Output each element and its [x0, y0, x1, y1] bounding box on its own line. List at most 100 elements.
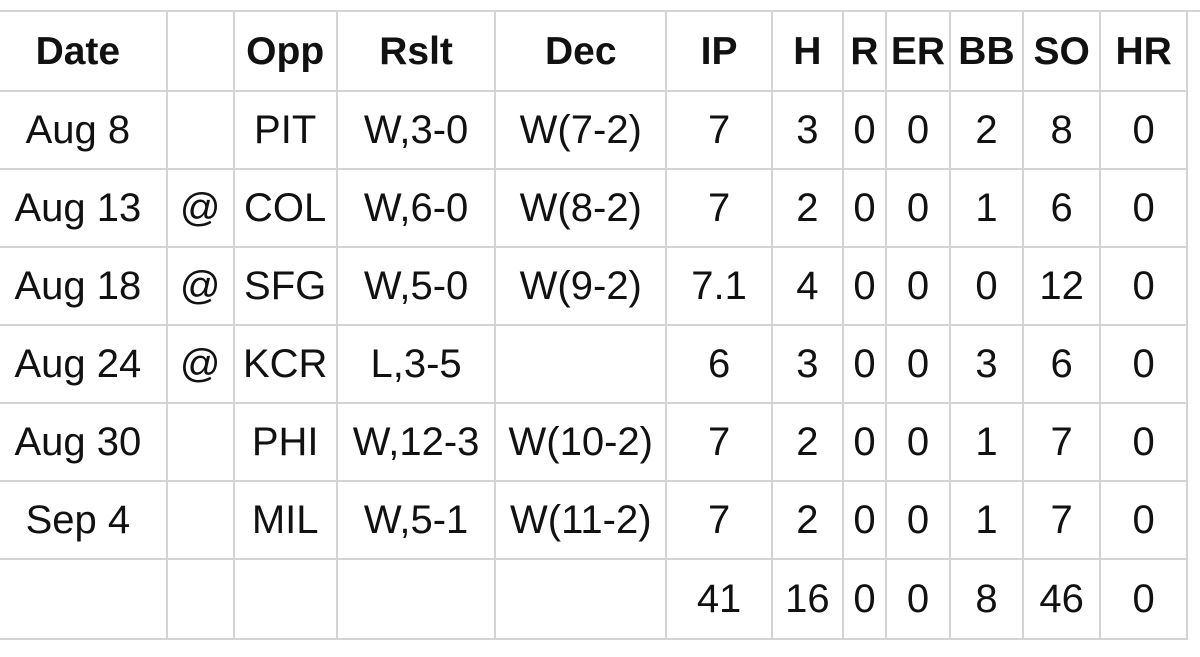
total-opp[interactable] — [232, 558, 338, 640]
table-row: Aug 13 @ COL W,6-0 W(8-2) 7 2 0 0 1 6 0 — [0, 168, 1188, 248]
header-hr[interactable]: HR — [1099, 10, 1188, 92]
cell-r[interactable]: 0 — [841, 324, 888, 404]
cell-hr[interactable]: 0 — [1099, 402, 1188, 482]
cell-er[interactable]: 0 — [885, 402, 951, 482]
total-ip[interactable]: 41 — [665, 558, 773, 640]
cell-date[interactable]: Aug 30 — [0, 402, 168, 482]
cell-r[interactable]: 0 — [841, 168, 888, 248]
cell-ip[interactable]: 7.1 — [665, 246, 773, 326]
cell-dec[interactable]: W(11-2) — [494, 480, 668, 560]
cell-so[interactable]: 6 — [1022, 324, 1102, 404]
cell-rslt[interactable]: W,3-0 — [335, 90, 497, 170]
total-hr[interactable]: 0 — [1099, 558, 1188, 640]
cell-rslt[interactable]: W,12-3 — [335, 402, 497, 482]
cell-so[interactable]: 8 — [1022, 90, 1102, 170]
cell-h[interactable]: 3 — [770, 90, 844, 170]
cell-bb[interactable]: 1 — [948, 168, 1025, 248]
cell-away[interactable]: @ — [165, 324, 235, 404]
cell-bb[interactable]: 0 — [948, 246, 1025, 326]
total-date[interactable] — [0, 558, 168, 640]
header-rslt[interactable]: Rslt — [335, 10, 497, 92]
total-rslt[interactable] — [335, 558, 497, 640]
cell-date[interactable]: Sep 4 — [0, 480, 168, 560]
cell-opp[interactable]: COL — [232, 168, 338, 248]
cell-date[interactable]: Aug 18 — [0, 246, 168, 326]
cell-h[interactable]: 2 — [770, 480, 844, 560]
cell-rslt[interactable]: W,6-0 — [335, 168, 497, 248]
cell-away[interactable] — [165, 90, 235, 170]
header-ip[interactable]: IP — [665, 10, 773, 92]
cell-hr[interactable]: 0 — [1099, 168, 1188, 248]
total-dec[interactable] — [494, 558, 668, 640]
cell-bb[interactable]: 1 — [948, 480, 1025, 560]
cell-dec[interactable]: W(10-2) — [494, 402, 668, 482]
cell-h[interactable]: 4 — [770, 246, 844, 326]
cell-ip[interactable]: 7 — [665, 480, 773, 560]
cell-dec[interactable]: W(8-2) — [494, 168, 668, 248]
cell-dec[interactable]: W(9-2) — [494, 246, 668, 326]
header-away[interactable] — [165, 10, 235, 92]
cell-bb[interactable]: 2 — [948, 90, 1025, 170]
cell-date[interactable]: Aug 8 — [0, 90, 168, 170]
cell-opp[interactable]: PIT — [232, 90, 338, 170]
header-date[interactable]: Date — [0, 10, 168, 92]
cell-r[interactable]: 0 — [841, 402, 888, 482]
header-r[interactable]: R — [841, 10, 888, 92]
cell-opp[interactable]: SFG — [232, 246, 338, 326]
cell-r[interactable]: 0 — [841, 90, 888, 170]
cell-hr[interactable]: 0 — [1099, 246, 1188, 326]
total-er[interactable]: 0 — [885, 558, 951, 640]
cell-opp[interactable]: KCR — [232, 324, 338, 404]
cell-rslt[interactable]: L,3-5 — [335, 324, 497, 404]
total-away[interactable] — [165, 558, 235, 640]
cell-so[interactable]: 7 — [1022, 480, 1102, 560]
cell-hr[interactable]: 0 — [1099, 480, 1188, 560]
cell-ip[interactable]: 7 — [665, 402, 773, 482]
cell-ip[interactable]: 7 — [665, 90, 773, 170]
cell-h[interactable]: 2 — [770, 402, 844, 482]
cell-er[interactable]: 0 — [885, 168, 951, 248]
total-h[interactable]: 16 — [770, 558, 844, 640]
cell-er[interactable]: 0 — [885, 246, 951, 326]
cell-date[interactable]: Aug 13 — [0, 168, 168, 248]
game-log-table: Date Opp Rslt Dec IP H R ER BB SO HR Aug… — [0, 10, 1188, 640]
header-h[interactable]: H — [770, 10, 844, 92]
cell-er[interactable]: 0 — [885, 480, 951, 560]
cell-r[interactable]: 0 — [841, 480, 888, 560]
cell-h[interactable]: 3 — [770, 324, 844, 404]
cell-away[interactable] — [165, 480, 235, 560]
total-r[interactable]: 0 — [841, 558, 888, 640]
cell-h[interactable]: 2 — [770, 168, 844, 248]
cell-opp[interactable]: PHI — [232, 402, 338, 482]
totals-row: 41 16 0 0 8 46 0 — [0, 558, 1188, 640]
cell-dec[interactable]: W(7-2) — [494, 90, 668, 170]
cell-bb[interactable]: 1 — [948, 402, 1025, 482]
header-so[interactable]: SO — [1022, 10, 1102, 92]
cell-so[interactable]: 7 — [1022, 402, 1102, 482]
header-row: Date Opp Rslt Dec IP H R ER BB SO HR — [0, 10, 1188, 92]
total-bb[interactable]: 8 — [948, 558, 1025, 640]
cell-ip[interactable]: 6 — [665, 324, 773, 404]
cell-opp[interactable]: MIL — [232, 480, 338, 560]
cell-r[interactable]: 0 — [841, 246, 888, 326]
cell-dec[interactable] — [494, 324, 668, 404]
cell-bb[interactable]: 3 — [948, 324, 1025, 404]
total-so[interactable]: 46 — [1022, 558, 1102, 640]
cell-away[interactable] — [165, 402, 235, 482]
cell-so[interactable]: 12 — [1022, 246, 1102, 326]
cell-er[interactable]: 0 — [885, 90, 951, 170]
cell-so[interactable]: 6 — [1022, 168, 1102, 248]
header-opp[interactable]: Opp — [232, 10, 338, 92]
header-dec[interactable]: Dec — [494, 10, 668, 92]
header-er[interactable]: ER — [885, 10, 951, 92]
cell-away[interactable]: @ — [165, 168, 235, 248]
cell-hr[interactable]: 0 — [1099, 90, 1188, 170]
cell-hr[interactable]: 0 — [1099, 324, 1188, 404]
cell-away[interactable]: @ — [165, 246, 235, 326]
header-bb[interactable]: BB — [948, 10, 1025, 92]
cell-er[interactable]: 0 — [885, 324, 951, 404]
cell-ip[interactable]: 7 — [665, 168, 773, 248]
cell-date[interactable]: Aug 24 — [0, 324, 168, 404]
cell-rslt[interactable]: W,5-0 — [335, 246, 497, 326]
cell-rslt[interactable]: W,5-1 — [335, 480, 497, 560]
